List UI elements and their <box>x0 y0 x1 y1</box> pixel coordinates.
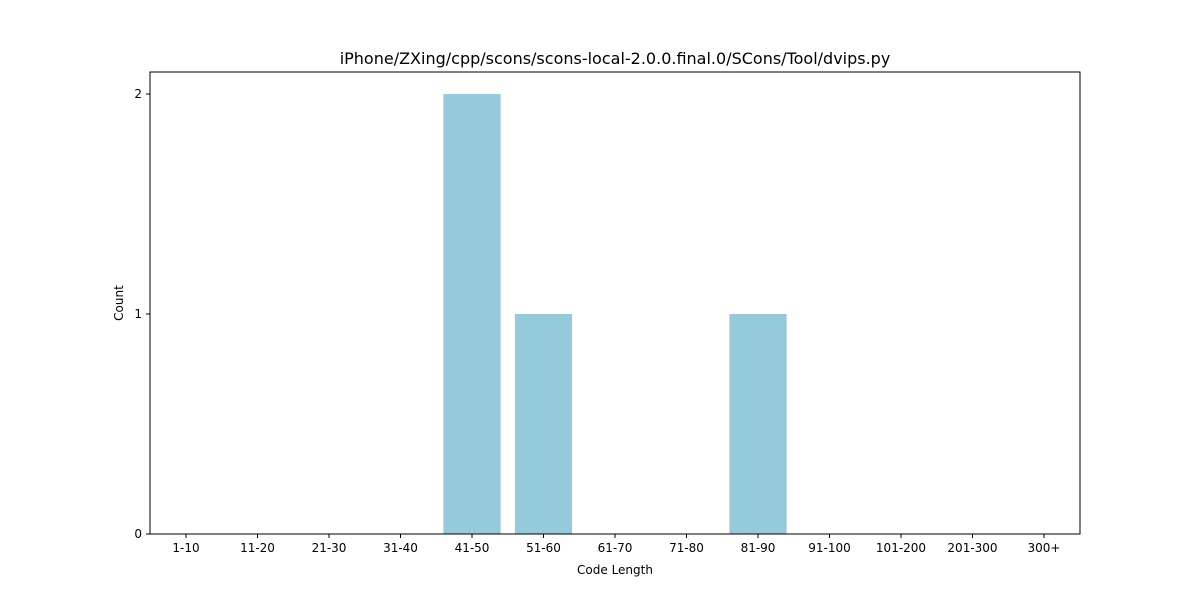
x-tick-label: 91-100 <box>808 541 851 555</box>
chart-title: iPhone/ZXing/cpp/scons/scons-local-2.0.0… <box>340 49 891 68</box>
y-axis-label: Count <box>112 285 126 321</box>
bars-group <box>443 94 787 534</box>
x-tick-label: 300+ <box>1028 541 1061 555</box>
bar-81-90 <box>729 314 787 534</box>
y-tick-label: 0 <box>134 527 142 541</box>
y-tick-label: 1 <box>134 307 142 321</box>
x-tick-label: 1-10 <box>172 541 199 555</box>
x-tick-label: 21-30 <box>312 541 347 555</box>
x-tick-label: 61-70 <box>598 541 633 555</box>
x-tick-label: 71-80 <box>669 541 704 555</box>
x-tick-label: 41-50 <box>455 541 490 555</box>
x-tick-label: 101-200 <box>876 541 926 555</box>
x-tick-label: 51-60 <box>526 541 561 555</box>
plot-area-frame <box>149 71 1081 535</box>
x-tick-label: 11-20 <box>240 541 275 555</box>
x-tick-label: 201-300 <box>947 541 997 555</box>
y-tick-label: 2 <box>134 87 142 101</box>
y-axis-ticks: 0 1 2 <box>134 87 150 541</box>
x-tick-label: 31-40 <box>383 541 418 555</box>
bar-51-60 <box>514 314 573 534</box>
x-tick-label: 81-90 <box>741 541 776 555</box>
x-axis-ticks: 1-10 11-20 21-30 31-40 41-50 51-60 61-70 71-80 8… <box>172 534 1060 555</box>
bar-41-50 <box>443 94 501 534</box>
x-axis-label: Code Length <box>577 563 653 577</box>
